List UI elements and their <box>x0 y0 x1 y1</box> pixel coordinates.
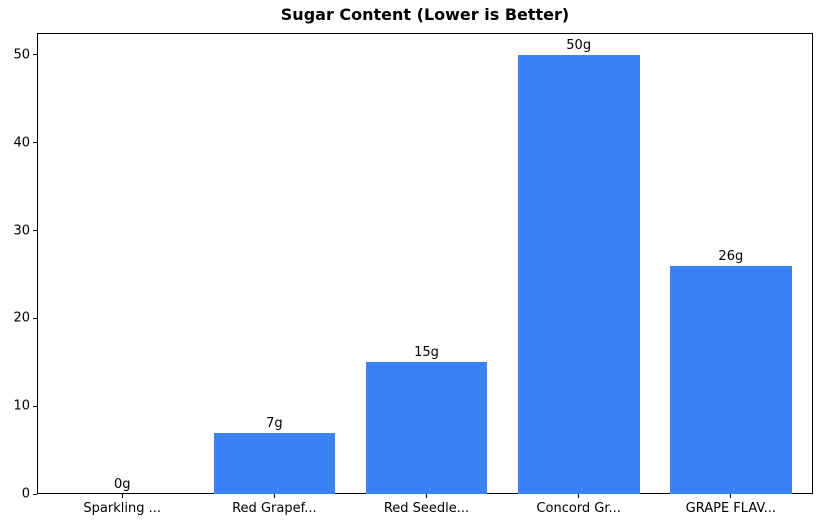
x-axis-tick <box>426 494 428 498</box>
x-axis-tick-label: Red Grapef... <box>232 501 317 516</box>
bar <box>517 54 640 494</box>
bar-value-label: 7g <box>266 415 283 431</box>
y-axis-tick <box>33 230 37 232</box>
bar-value-label: 15g <box>414 345 439 361</box>
y-axis-tick-label: 10 <box>13 398 30 414</box>
y-axis-tick-label: 0 <box>21 486 30 502</box>
bar-value-label: 50g <box>566 37 592 53</box>
y-axis-tick <box>33 493 37 495</box>
y-axis-tick-label: 50 <box>13 47 30 63</box>
y-axis-tick <box>33 405 37 407</box>
y-axis-tick-label: 20 <box>13 310 30 326</box>
x-axis-tick <box>121 494 123 498</box>
x-axis-tick <box>578 494 580 498</box>
y-axis-tick <box>33 54 37 56</box>
chart-title: Sugar Content (Lower is Better) <box>280 5 570 24</box>
bar-value-label: 0g <box>113 477 131 492</box>
bar <box>669 265 792 494</box>
x-axis-tick-label: Red Seedle... <box>383 501 470 516</box>
bar <box>365 362 488 494</box>
x-axis-tick-label: Sparkling ... <box>83 501 161 516</box>
bar-value-label: 26g <box>718 248 744 264</box>
y-axis-tick <box>33 142 37 144</box>
x-axis-tick-label: GRAPE FLAV... <box>685 501 777 516</box>
x-axis-tick <box>730 494 732 498</box>
y-axis-tick-label: 30 <box>13 223 30 239</box>
x-axis-tick-label: Concord Gr... <box>536 501 621 516</box>
y-axis-tick <box>33 317 37 319</box>
x-axis-tick <box>273 494 275 498</box>
bar <box>213 432 336 494</box>
y-axis-tick-label: 40 <box>13 135 30 151</box>
